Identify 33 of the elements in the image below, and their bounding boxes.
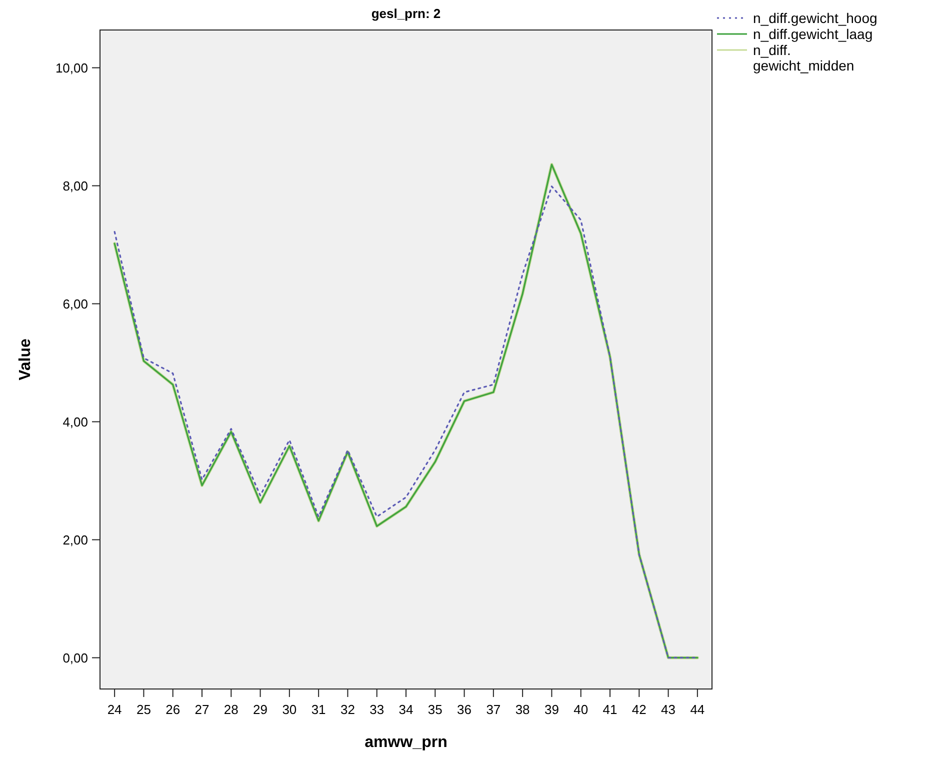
- x-tick-label: 37: [486, 702, 501, 717]
- y-axis-title: Value: [17, 338, 34, 380]
- y-tick-label: 0,00: [62, 650, 88, 666]
- legend-label: n_diff.gewicht_hoog: [753, 10, 878, 26]
- x-tick-label: 44: [690, 702, 705, 717]
- x-tick-label: 32: [340, 702, 355, 717]
- x-tick-label: 27: [194, 702, 210, 717]
- y-tick-label: 4,00: [62, 414, 88, 430]
- x-tick-label: 39: [544, 702, 559, 717]
- legend-label: n_diff.gewicht_midden: [753, 42, 854, 74]
- x-tick-label: 40: [574, 702, 588, 717]
- x-tick-label: 28: [224, 702, 238, 717]
- x-tick-label: 30: [282, 702, 297, 717]
- x-axis-title: amww_prn: [364, 734, 448, 751]
- x-tick-label: 35: [428, 702, 442, 717]
- x-tick-label: 26: [166, 702, 180, 717]
- x-tick-label: 33: [370, 702, 384, 717]
- x-tick-label: 38: [515, 702, 530, 717]
- legend-label: n_diff.gewicht_laag: [753, 26, 873, 42]
- y-tick-label: 2,00: [62, 532, 88, 548]
- x-tick-label: 25: [136, 702, 151, 717]
- chart-title: gesl_prn: 2: [371, 6, 441, 21]
- x-tick-label: 34: [398, 702, 414, 717]
- x-tick-label: 43: [661, 702, 676, 717]
- x-tick-label: 36: [457, 702, 472, 717]
- x-tick-label: 29: [253, 702, 268, 717]
- x-tick-label: 31: [311, 702, 326, 717]
- x-tick-label: 24: [107, 702, 122, 717]
- x-tick-label: 41: [602, 702, 618, 717]
- y-tick-label: 6,00: [62, 296, 88, 312]
- x-tick-label: 42: [632, 702, 646, 717]
- y-tick-label: 10,00: [55, 60, 88, 76]
- y-tick-label: 8,00: [62, 178, 88, 194]
